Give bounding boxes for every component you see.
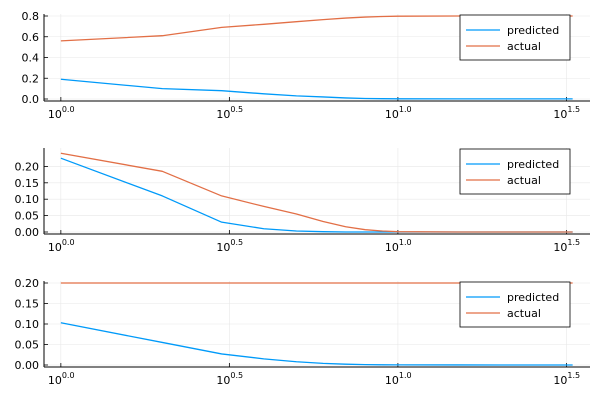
x-tick-exponent-1: 0.5 (230, 371, 243, 380)
legend: predicted actual (459, 281, 571, 328)
series-line-predicted (60, 78, 573, 100)
x-tick-exponent-2: 1.0 (399, 238, 412, 247)
legend-box (459, 14, 571, 61)
x-tick-label-2: 10 (385, 108, 399, 121)
y-tick-label-4: 0.20 (15, 277, 40, 290)
series-line-actual (60, 152, 573, 233)
legend-label-actual: actual (507, 307, 541, 320)
y-tick-label-2: 0.10 (15, 318, 40, 331)
x-tick-label-3: 10 (553, 108, 567, 121)
x-tick-label-2: 10 (385, 374, 399, 387)
y-tick-label-3: 0.15 (15, 177, 40, 190)
legend-box (459, 148, 571, 195)
x-tick-label-3: 10 (553, 241, 567, 254)
x-tick-label-3: 10 (553, 374, 567, 387)
x-tick-exponent-1: 0.5 (230, 238, 243, 247)
subplot-1: 0.00.20.40.60.810 0.0 10 0.5 10 1.0 10 1.5predi… (22, 10, 590, 121)
y-tick-label-0: 0.0 (22, 93, 40, 106)
x-tick-label-0: 10 (48, 108, 62, 121)
x-tick-exponent-0: 0.0 (62, 371, 75, 380)
x-tick-label-1: 10 (216, 374, 230, 387)
y-tick-label-4: 0.8 (22, 10, 40, 23)
legend: predicted actual (459, 14, 571, 61)
y-tick-label-3: 0.6 (22, 31, 40, 44)
x-tick-label-0: 10 (48, 241, 62, 254)
x-tick-label-2: 10 (385, 241, 399, 254)
y-tick-label-2: 0.4 (22, 52, 40, 65)
y-tick-label-1: 0.2 (22, 72, 40, 85)
y-tick-label-0: 0.00 (15, 226, 40, 239)
y-tick-label-2: 0.10 (15, 193, 40, 206)
legend-label-predicted: predicted (507, 24, 559, 37)
y-tick-label-1: 0.05 (15, 210, 40, 223)
y-tick-label-0: 0.00 (15, 359, 40, 372)
x-tick-exponent-1: 0.5 (230, 105, 243, 114)
x-tick-exponent-2: 1.0 (399, 105, 412, 114)
x-tick-exponent-3: 1.5 (567, 238, 580, 247)
x-tick-exponent-3: 1.5 (567, 105, 580, 114)
x-tick-label-0: 10 (48, 374, 62, 387)
x-tick-label-1: 10 (216, 108, 230, 121)
legend: predicted actual (459, 148, 571, 195)
x-tick-exponent-0: 0.0 (62, 238, 75, 247)
legend-label-predicted: predicted (507, 291, 559, 304)
legend-box (459, 281, 571, 328)
x-tick-exponent-2: 1.0 (399, 371, 412, 380)
legend-label-predicted: predicted (507, 158, 559, 171)
x-tick-exponent-0: 0.0 (62, 105, 75, 114)
y-tick-label-3: 0.15 (15, 298, 40, 311)
y-tick-label-1: 0.05 (15, 339, 40, 352)
x-tick-exponent-3: 1.5 (567, 371, 580, 380)
legend-label-actual: actual (507, 40, 541, 53)
series-line-predicted (60, 322, 573, 366)
x-tick-label-1: 10 (216, 241, 230, 254)
y-tick-label-4: 0.20 (15, 160, 40, 173)
legend-label-actual: actual (507, 174, 541, 187)
